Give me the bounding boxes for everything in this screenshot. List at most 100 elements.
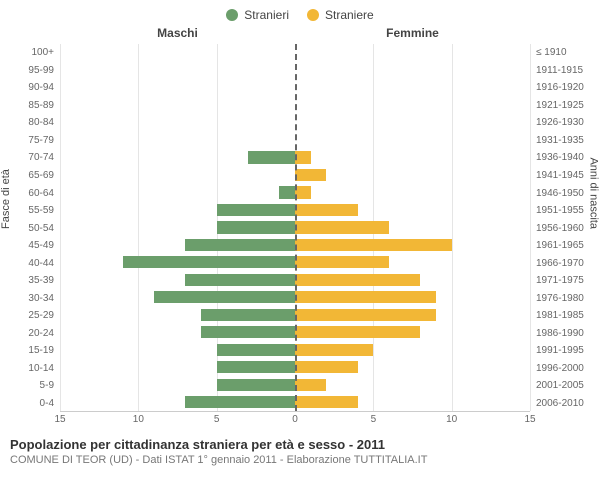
birth-label: 1971-1975 — [536, 272, 592, 290]
age-label: 100+ — [8, 44, 54, 62]
chart-title: Popolazione per cittadinanza straniera p… — [10, 437, 590, 452]
age-label: 10-14 — [8, 360, 54, 378]
legend-label-male: Stranieri — [244, 8, 289, 22]
birth-label: 1986-1990 — [536, 325, 592, 343]
legend-swatch-female — [307, 9, 319, 21]
x-tick-label: 10 — [446, 414, 457, 425]
chart-area: Fasce di età Anni di nascita Maschi Femm… — [8, 26, 592, 431]
birth-label: 1956-1960 — [536, 219, 592, 237]
bar-female — [295, 239, 452, 251]
age-label: 20-24 — [8, 325, 54, 343]
bar-female — [295, 221, 389, 233]
birth-label: 2006-2010 — [536, 395, 592, 413]
age-label: 25-29 — [8, 307, 54, 325]
birth-label: 1946-1950 — [536, 184, 592, 202]
age-label: 50-54 — [8, 219, 54, 237]
bar-female — [295, 169, 326, 181]
birth-label: 1916-1920 — [536, 79, 592, 97]
bar-female — [295, 309, 436, 321]
bars-container — [60, 44, 530, 412]
birth-label: 1936-1940 — [536, 149, 592, 167]
bar-female — [295, 361, 358, 373]
column-header-female: Femmine — [295, 26, 530, 44]
bar-female — [295, 396, 358, 408]
bar-male — [217, 361, 295, 373]
birth-label: 1951-1955 — [536, 202, 592, 220]
bar-female — [295, 256, 389, 268]
bar-male — [279, 186, 295, 198]
x-axis-ticks: 15105051015 — [60, 414, 530, 428]
bar-female — [295, 186, 311, 198]
age-label: 70-74 — [8, 149, 54, 167]
birth-label: 1926-1930 — [536, 114, 592, 132]
bar-male — [217, 204, 295, 216]
bar-male — [185, 274, 295, 286]
age-label: 55-59 — [8, 202, 54, 220]
bar-female — [295, 291, 436, 303]
legend-item-female: Straniere — [307, 8, 374, 22]
x-tick-label: 15 — [54, 414, 65, 425]
bar-male — [123, 256, 295, 268]
age-label: 90-94 — [8, 79, 54, 97]
birth-label: 1991-1995 — [536, 342, 592, 360]
bar-female — [295, 344, 373, 356]
age-label: 5-9 — [8, 377, 54, 395]
x-tick-label: 15 — [524, 414, 535, 425]
age-axis-labels: 100+95-9990-9485-8980-8475-7970-7465-696… — [8, 44, 60, 412]
bar-male — [154, 291, 295, 303]
birth-label: 1976-1980 — [536, 289, 592, 307]
x-axis: 15 10 5 0 5 10 15 — [8, 414, 592, 428]
gridline — [452, 44, 453, 411]
age-label: 30-34 — [8, 289, 54, 307]
chart-subtitle: COMUNE DI TEOR (UD) - Dati ISTAT 1° genn… — [10, 454, 590, 466]
age-label: 75-79 — [8, 132, 54, 150]
bar-male — [217, 221, 295, 233]
bar-female — [295, 326, 420, 338]
center-line — [295, 44, 297, 411]
gridline — [530, 44, 531, 411]
x-tick-label: 10 — [133, 414, 144, 425]
x-tick-label: 5 — [371, 414, 377, 425]
birth-label: 2001-2005 — [536, 377, 592, 395]
age-label: 95-99 — [8, 62, 54, 80]
bar-male — [185, 239, 295, 251]
bar-male — [185, 396, 295, 408]
birth-label: 1941-1945 — [536, 167, 592, 185]
x-tick-label: 0 — [292, 414, 298, 425]
bar-female — [295, 204, 358, 216]
x-tick-label: 5 — [214, 414, 220, 425]
age-label: 0-4 — [8, 395, 54, 413]
legend-swatch-male — [226, 9, 238, 21]
birth-label: 1961-1965 — [536, 237, 592, 255]
plot: 100+95-9990-9485-8980-8475-7970-7465-696… — [8, 44, 592, 412]
birth-label: 1996-2000 — [536, 360, 592, 378]
age-label: 80-84 — [8, 114, 54, 132]
legend-item-male: Stranieri — [226, 8, 289, 22]
gridline — [138, 44, 139, 411]
column-header-male: Maschi — [60, 26, 295, 44]
birth-label: 1931-1935 — [536, 132, 592, 150]
bar-female — [295, 379, 326, 391]
gridline — [60, 44, 61, 411]
bar-male — [217, 344, 295, 356]
bar-male — [217, 379, 295, 391]
age-label: 15-19 — [8, 342, 54, 360]
bar-male — [248, 151, 295, 163]
age-label: 65-69 — [8, 167, 54, 185]
column-headers: Maschi Femmine — [8, 26, 592, 44]
age-label: 40-44 — [8, 254, 54, 272]
age-label: 60-64 — [8, 184, 54, 202]
age-label: 45-49 — [8, 237, 54, 255]
birth-axis-labels: ≤ 19101911-19151916-19201921-19251926-19… — [530, 44, 592, 412]
age-label: 85-89 — [8, 97, 54, 115]
birth-label: ≤ 1910 — [536, 44, 592, 62]
bar-female — [295, 151, 311, 163]
bar-female — [295, 274, 420, 286]
birth-label: 1921-1925 — [536, 97, 592, 115]
bar-male — [201, 309, 295, 321]
birth-label: 1911-1915 — [536, 62, 592, 80]
legend: Stranieri Straniere — [0, 0, 600, 26]
age-label: 35-39 — [8, 272, 54, 290]
legend-label-female: Straniere — [325, 8, 374, 22]
footer: Popolazione per cittadinanza straniera p… — [0, 431, 600, 466]
